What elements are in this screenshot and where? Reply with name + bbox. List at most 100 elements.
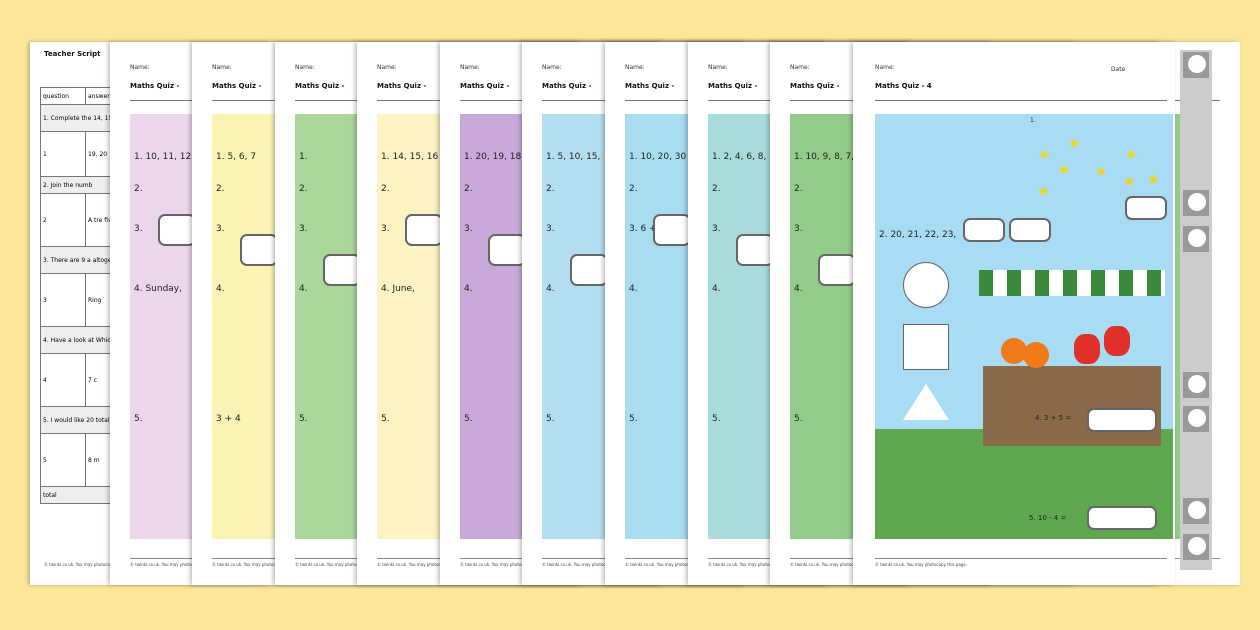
question-4: 4. [464,284,473,294]
tool-button[interactable] [1183,372,1209,398]
table-cell: 4 [40,353,86,407]
question-5: 5. 10 - 4 = [1029,514,1067,522]
question-1: 1. 5, 10, 15, [546,152,601,162]
question-3: 3. [134,224,143,234]
answer-box[interactable] [1125,196,1167,220]
tool-button[interactable] [1183,498,1209,524]
question-1: 1. 20, 19, 18 [464,152,522,162]
tool-button[interactable] [1183,190,1209,216]
question-4: 4. [794,284,803,294]
answer-box[interactable] [488,234,526,266]
sheet-footer: © twinkl.co.uk. You may photocopy this p… [130,562,223,567]
quiz-title: Maths Quiz - 4 [875,82,932,90]
name-label: Name: [708,64,728,71]
answer-box[interactable] [158,214,196,246]
question-4: 4. [546,284,555,294]
question-5: 5. [134,414,143,424]
sheet-footer: © twinkl.co.uk. You may photocopy this p… [790,562,883,567]
table-cell: 1 [40,131,86,177]
quiz-title: Maths Quiz - [377,82,427,90]
name-label: Name: [875,64,895,71]
answer-box[interactable] [818,254,856,286]
answer-box[interactable] [653,214,691,246]
quiz-title: Maths Quiz - [625,82,675,90]
date-label: Date [1111,66,1126,73]
question-2: 2. [629,184,638,194]
question-2: 2. [464,184,473,194]
quiz-title: Maths Quiz - [212,82,262,90]
answer-box[interactable] [1009,218,1051,242]
teacher-script-title: Teacher Script [44,50,101,58]
name-label: Name: [625,64,645,71]
question-3: 3. [216,224,225,234]
name-label: Name: [460,64,480,71]
question-3: 3. [712,224,721,234]
star-icon: ★ [1147,172,1160,188]
sheet-footer: © twinkl.co.uk. You may photocopy this p… [625,562,718,567]
answer-box[interactable] [323,254,361,286]
star-icon: ★ [1038,147,1051,163]
sheet-footer: © twinkl.co.uk. You may photocopy this p… [708,562,801,567]
question-1: 1. 10, 11, 12, [134,152,195,162]
tool-button[interactable] [1183,534,1209,560]
main-quiz-sheet: Name: Date Maths Quiz - 4 1. ★ ★ ★ ★ ★ ★… [853,42,1175,585]
name-label: Name: [130,64,150,71]
square-shape [903,324,949,370]
question-4: 4. June, [381,284,415,294]
question-1: 1. [1030,117,1036,124]
question-5: 5. [712,414,721,424]
question-4: 4. [299,284,308,294]
table-cell: 2 [40,193,86,247]
question-2: 2. [381,184,390,194]
question-5: 5. [299,414,308,424]
question-3: 3. 6 + 6 = [629,224,676,234]
quiz-title: Maths Quiz - [130,82,180,90]
quiz-title: Maths Quiz - [708,82,758,90]
question-4: 4. [629,284,638,294]
star-icon: ★ [1037,184,1050,200]
tool-button[interactable] [1183,226,1209,252]
answer-box[interactable] [1087,506,1157,530]
question-5: 3 + 4 [216,414,241,424]
question-2: 2. 20, 21, 22, 23, [879,230,957,240]
question-3: 3. [299,224,308,234]
question-2: 2. [134,184,143,194]
triangle-shape [903,384,949,420]
question-2: 2. [794,184,803,194]
table-cell: 3 [40,273,86,327]
question-5: 5. [629,414,638,424]
quiz-title: Maths Quiz - [790,82,840,90]
question-1: 1. 14, 15, 16 [381,152,439,162]
question-1: 1. 10, 20, 30 [629,152,687,162]
divider [875,558,1167,559]
question-3: 3. [546,224,555,234]
name-label: Name: [542,64,562,71]
table-cell: 5 [40,433,86,487]
question-2: 2. [216,184,225,194]
sheet-footer: © twinkl.co.uk. You may photocopy this p… [212,562,305,567]
sheet-footer: © twinkl.co.uk. You may photocopy this p… [875,562,968,567]
answer-box[interactable] [963,218,1005,242]
quiz-panel: 1. ★ ★ ★ ★ ★ ★ ★ ★ 2. 20, 21, 22, 23, 4.… [875,114,1173,539]
question-4: 4. [712,284,721,294]
answer-box[interactable] [736,234,774,266]
star-icon: ★ [1125,147,1138,163]
sheet-footer: © twinkl.co.uk. You may photocopy this p… [542,562,635,567]
answer-box[interactable] [405,214,443,246]
quiz-title: Maths Quiz - [542,82,592,90]
question-3: 3. [464,224,473,234]
tool-button[interactable] [1183,52,1209,78]
star-icon: ★ [1058,162,1071,178]
circle-shape [903,262,949,308]
name-label: Name: [377,64,397,71]
answer-box[interactable] [240,234,278,266]
sheet-footer: © twinkl.co.uk. You may photocopy this p… [44,562,137,567]
question-5: 5. [381,414,390,424]
question-3: 3. [381,224,390,234]
question-4: 4. [216,284,225,294]
tool-button[interactable] [1183,406,1209,432]
answer-box[interactable] [1087,408,1157,432]
question-3: 3. [794,224,803,234]
question-1: 1. 2, 4, 6, 8, [712,152,767,162]
answer-box[interactable] [570,254,608,286]
